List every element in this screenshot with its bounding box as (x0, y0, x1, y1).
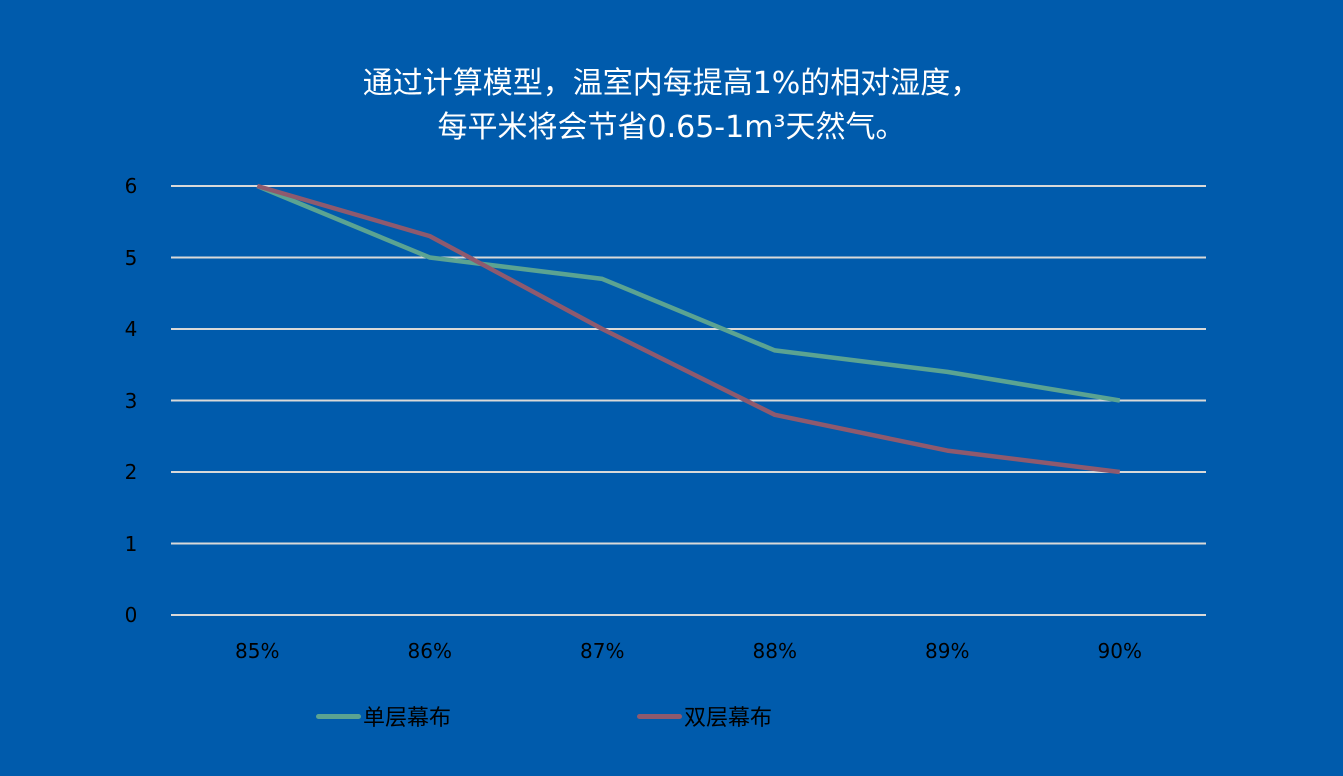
chart-title-line-2: 每平米将会节省0.65-1m³天然气。 (437, 110, 906, 145)
legend-swatch-single (316, 713, 361, 719)
y-tick-label: 2 (124, 460, 138, 484)
legend-item-double: 双层幕布 (637, 702, 773, 731)
y-tick-label: 0 (124, 603, 138, 627)
y-tick-label: 1 (124, 531, 138, 556)
chart-title: 通过计算模型，温室内每提高1%的相对湿度， 每平米将会节省0.65-1m³天然气… (0, 62, 1343, 150)
chart-title-line-1: 通过计算模型，温室内每提高1%的相对湿度， (362, 66, 981, 101)
legend-swatch-double (637, 713, 682, 719)
y-tick-label: 6 (124, 174, 138, 198)
legend-item-single: 单层幕布 (316, 702, 452, 731)
series-line-double (256, 183, 1121, 475)
x-tick-label: 88% (752, 639, 797, 663)
x-tick-label: 90% (1097, 639, 1142, 663)
series-line-single (256, 183, 1121, 403)
y-tick-label: 4 (124, 317, 138, 341)
gridlines (171, 185, 1206, 616)
series-lines (256, 183, 1121, 475)
y-tick-label: 5 (124, 245, 138, 270)
x-tick-label: 86% (407, 639, 452, 663)
x-tick-label: 89% (925, 639, 970, 663)
y-tick-label: 3 (124, 388, 138, 413)
legend-label-double: 双层幕布 (684, 706, 773, 731)
x-tick-label: 85% (235, 639, 280, 663)
x-tick-label: 87% (580, 639, 625, 663)
legend-label-single: 单层幕布 (363, 706, 452, 731)
